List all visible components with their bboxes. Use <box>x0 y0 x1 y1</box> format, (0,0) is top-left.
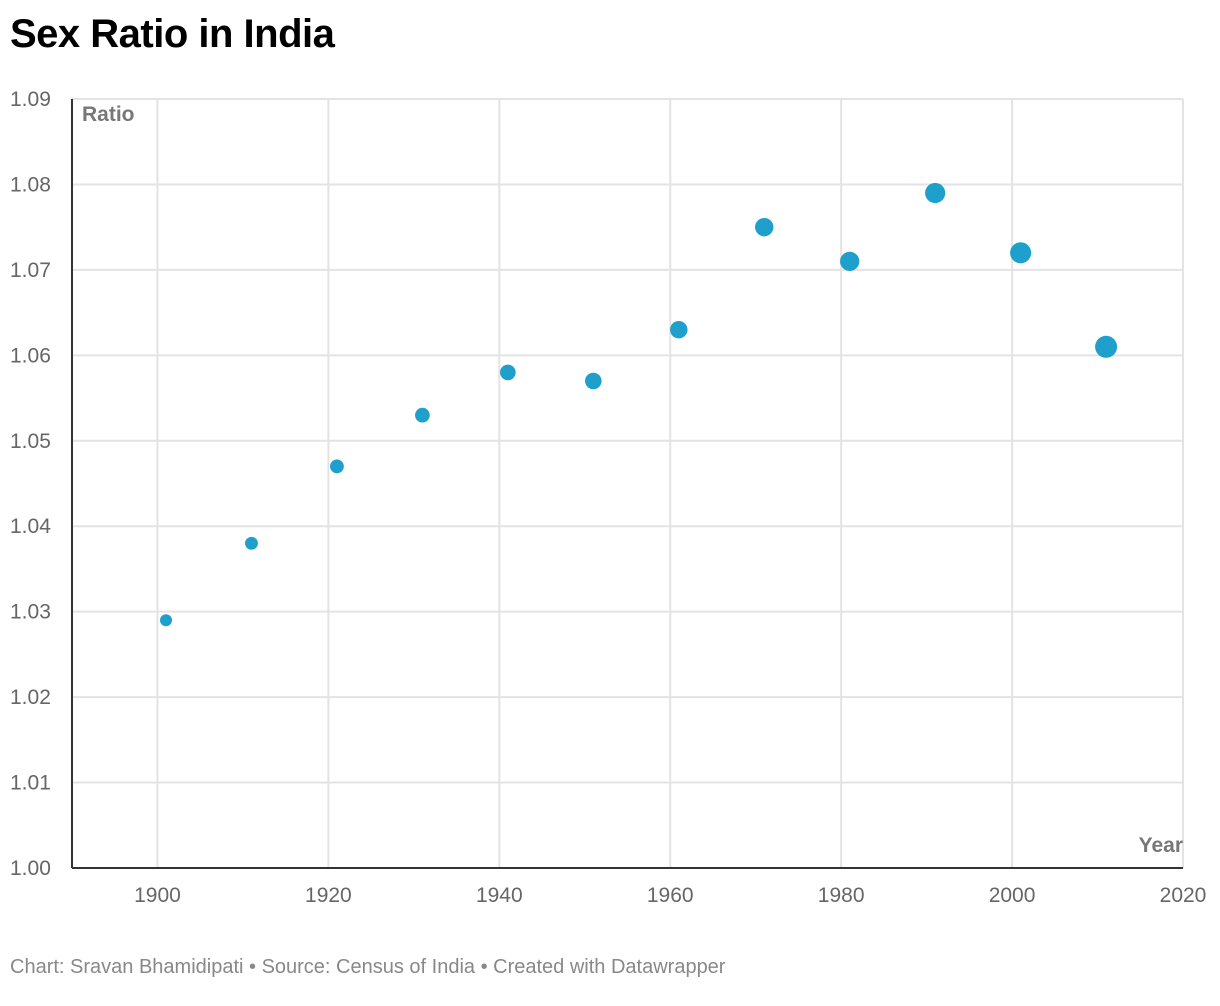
grid-lines <box>72 98 1184 868</box>
data-point <box>1095 335 1118 358</box>
x-tick-label: 1940 <box>476 884 523 907</box>
data-point <box>415 407 430 423</box>
x-tick-label: 1960 <box>647 884 694 907</box>
data-point <box>245 536 258 550</box>
y-tick-label: 1.03 <box>10 601 51 624</box>
axes <box>71 99 1183 869</box>
data-point <box>755 217 774 237</box>
chart-title: Sex Ratio in India <box>10 12 335 56</box>
x-tick-label: 2020 <box>1160 884 1207 907</box>
x-tick-label: 1980 <box>818 884 865 907</box>
y-tick-label: 1.08 <box>10 173 51 196</box>
x-tick-label: 1900 <box>134 884 181 907</box>
y-tick-label: 1.01 <box>10 772 51 795</box>
x-tick-label: 2000 <box>989 884 1036 907</box>
tick-labels: 1.00 1.01 1.02 1.03 1.04 1.05 1.06 1.07 1.08 1.09… <box>10 88 1206 907</box>
y-tick-label: 1.07 <box>10 259 51 282</box>
y-tick-label: 1.00 <box>10 857 51 880</box>
data-point <box>1010 242 1032 264</box>
x-axis-title: Year <box>1139 834 1183 857</box>
data-point <box>670 320 688 339</box>
data-point <box>500 364 516 381</box>
data-point <box>925 182 946 204</box>
y-tick-label: 1.02 <box>10 686 51 709</box>
data-point <box>585 372 602 390</box>
y-tick-label: 1.04 <box>10 515 51 538</box>
data-point <box>330 459 344 474</box>
data-point <box>840 251 860 271</box>
x-tick-label: 1920 <box>305 884 352 907</box>
y-tick-label: 1.05 <box>10 430 51 453</box>
y-axis-title: Ratio <box>82 103 135 126</box>
data-points <box>160 182 1118 627</box>
chart-footer: Chart: Sravan Bhamidipati • Source: Cens… <box>10 956 726 978</box>
y-tick-label: 1.09 <box>10 88 51 111</box>
y-tick-label: 1.06 <box>10 344 51 367</box>
data-point <box>160 614 173 627</box>
